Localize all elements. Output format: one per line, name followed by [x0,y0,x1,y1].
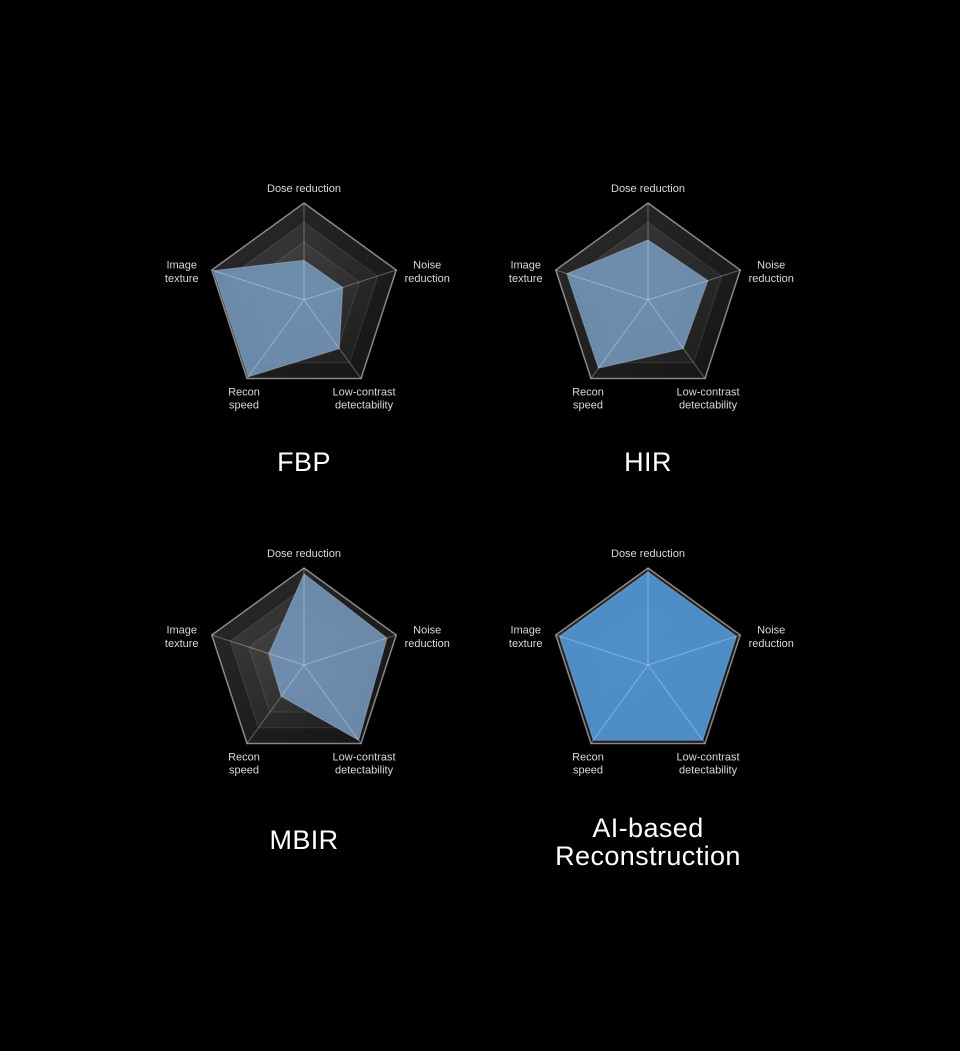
radar-spoke [246,664,305,744]
axis-label: Image texture [165,259,199,285]
axis-label: Recon speed [228,386,260,411]
radar-data-polygon [558,571,738,741]
radar-spoke [590,664,649,744]
axis-label: Dose reduction [611,183,685,195]
axis-label: Dose reduction [267,548,341,560]
radar-spoke [647,664,706,744]
radar-chart-fbp: Dose reduction Noise reduction Low-contrast… [165,183,450,411]
axis-label: Noise reduction [749,259,794,285]
axis-label: Low-contrast detectability [333,751,396,776]
axis-label: Image texture [165,624,199,650]
axis-label: Image texture [509,259,543,285]
axis-label: Noise reduction [405,624,450,650]
radar-spoke [246,299,305,379]
radar-spoke [590,299,649,379]
radar-data-polygon [566,239,709,369]
axis-label: Noise reduction [749,624,794,650]
radar-spoke [555,269,649,301]
radar-spoke [303,299,362,379]
chart-title-ai: AI-based Reconstruction [555,813,741,871]
axis-label: Recon speed [572,386,604,411]
radar-spoke [211,269,305,301]
axis-label: Low-contrast detectability [677,386,740,411]
radar-spoke [303,269,397,301]
radar-spoke [647,299,706,379]
radar-data-polygon [268,573,388,742]
radar-spoke [303,664,362,744]
radar-data-polygon [212,259,344,378]
radar-spoke [211,634,305,666]
axis-label: Noise reduction [405,259,450,285]
radar-chart-mbir: Dose reduction Noise reduction Low-contrast… [165,548,450,776]
axis-label: Image texture [509,624,543,650]
axis-label: Low-contrast detectability [333,386,396,411]
radar-spoke [647,269,741,301]
radar-chart-hir: Dose reduction Noise reduction Low-contrast… [509,183,794,411]
chart-title-hir: HIR [624,447,672,477]
axis-label: Recon speed [228,751,260,776]
chart-title-mbir: MBIR [269,825,339,855]
axis-label: Recon speed [572,751,604,776]
radar-spoke [647,634,741,666]
chart-title-fbp: FBP [277,447,331,477]
radar-spoke [303,634,397,666]
axis-label: Dose reduction [267,183,341,195]
axis-label: Dose reduction [611,548,685,560]
radar-spoke [555,634,649,666]
radar-chart-ai: Dose reduction Noise reduction Low-contrast… [509,548,794,776]
axis-label: Low-contrast detectability [677,751,740,776]
